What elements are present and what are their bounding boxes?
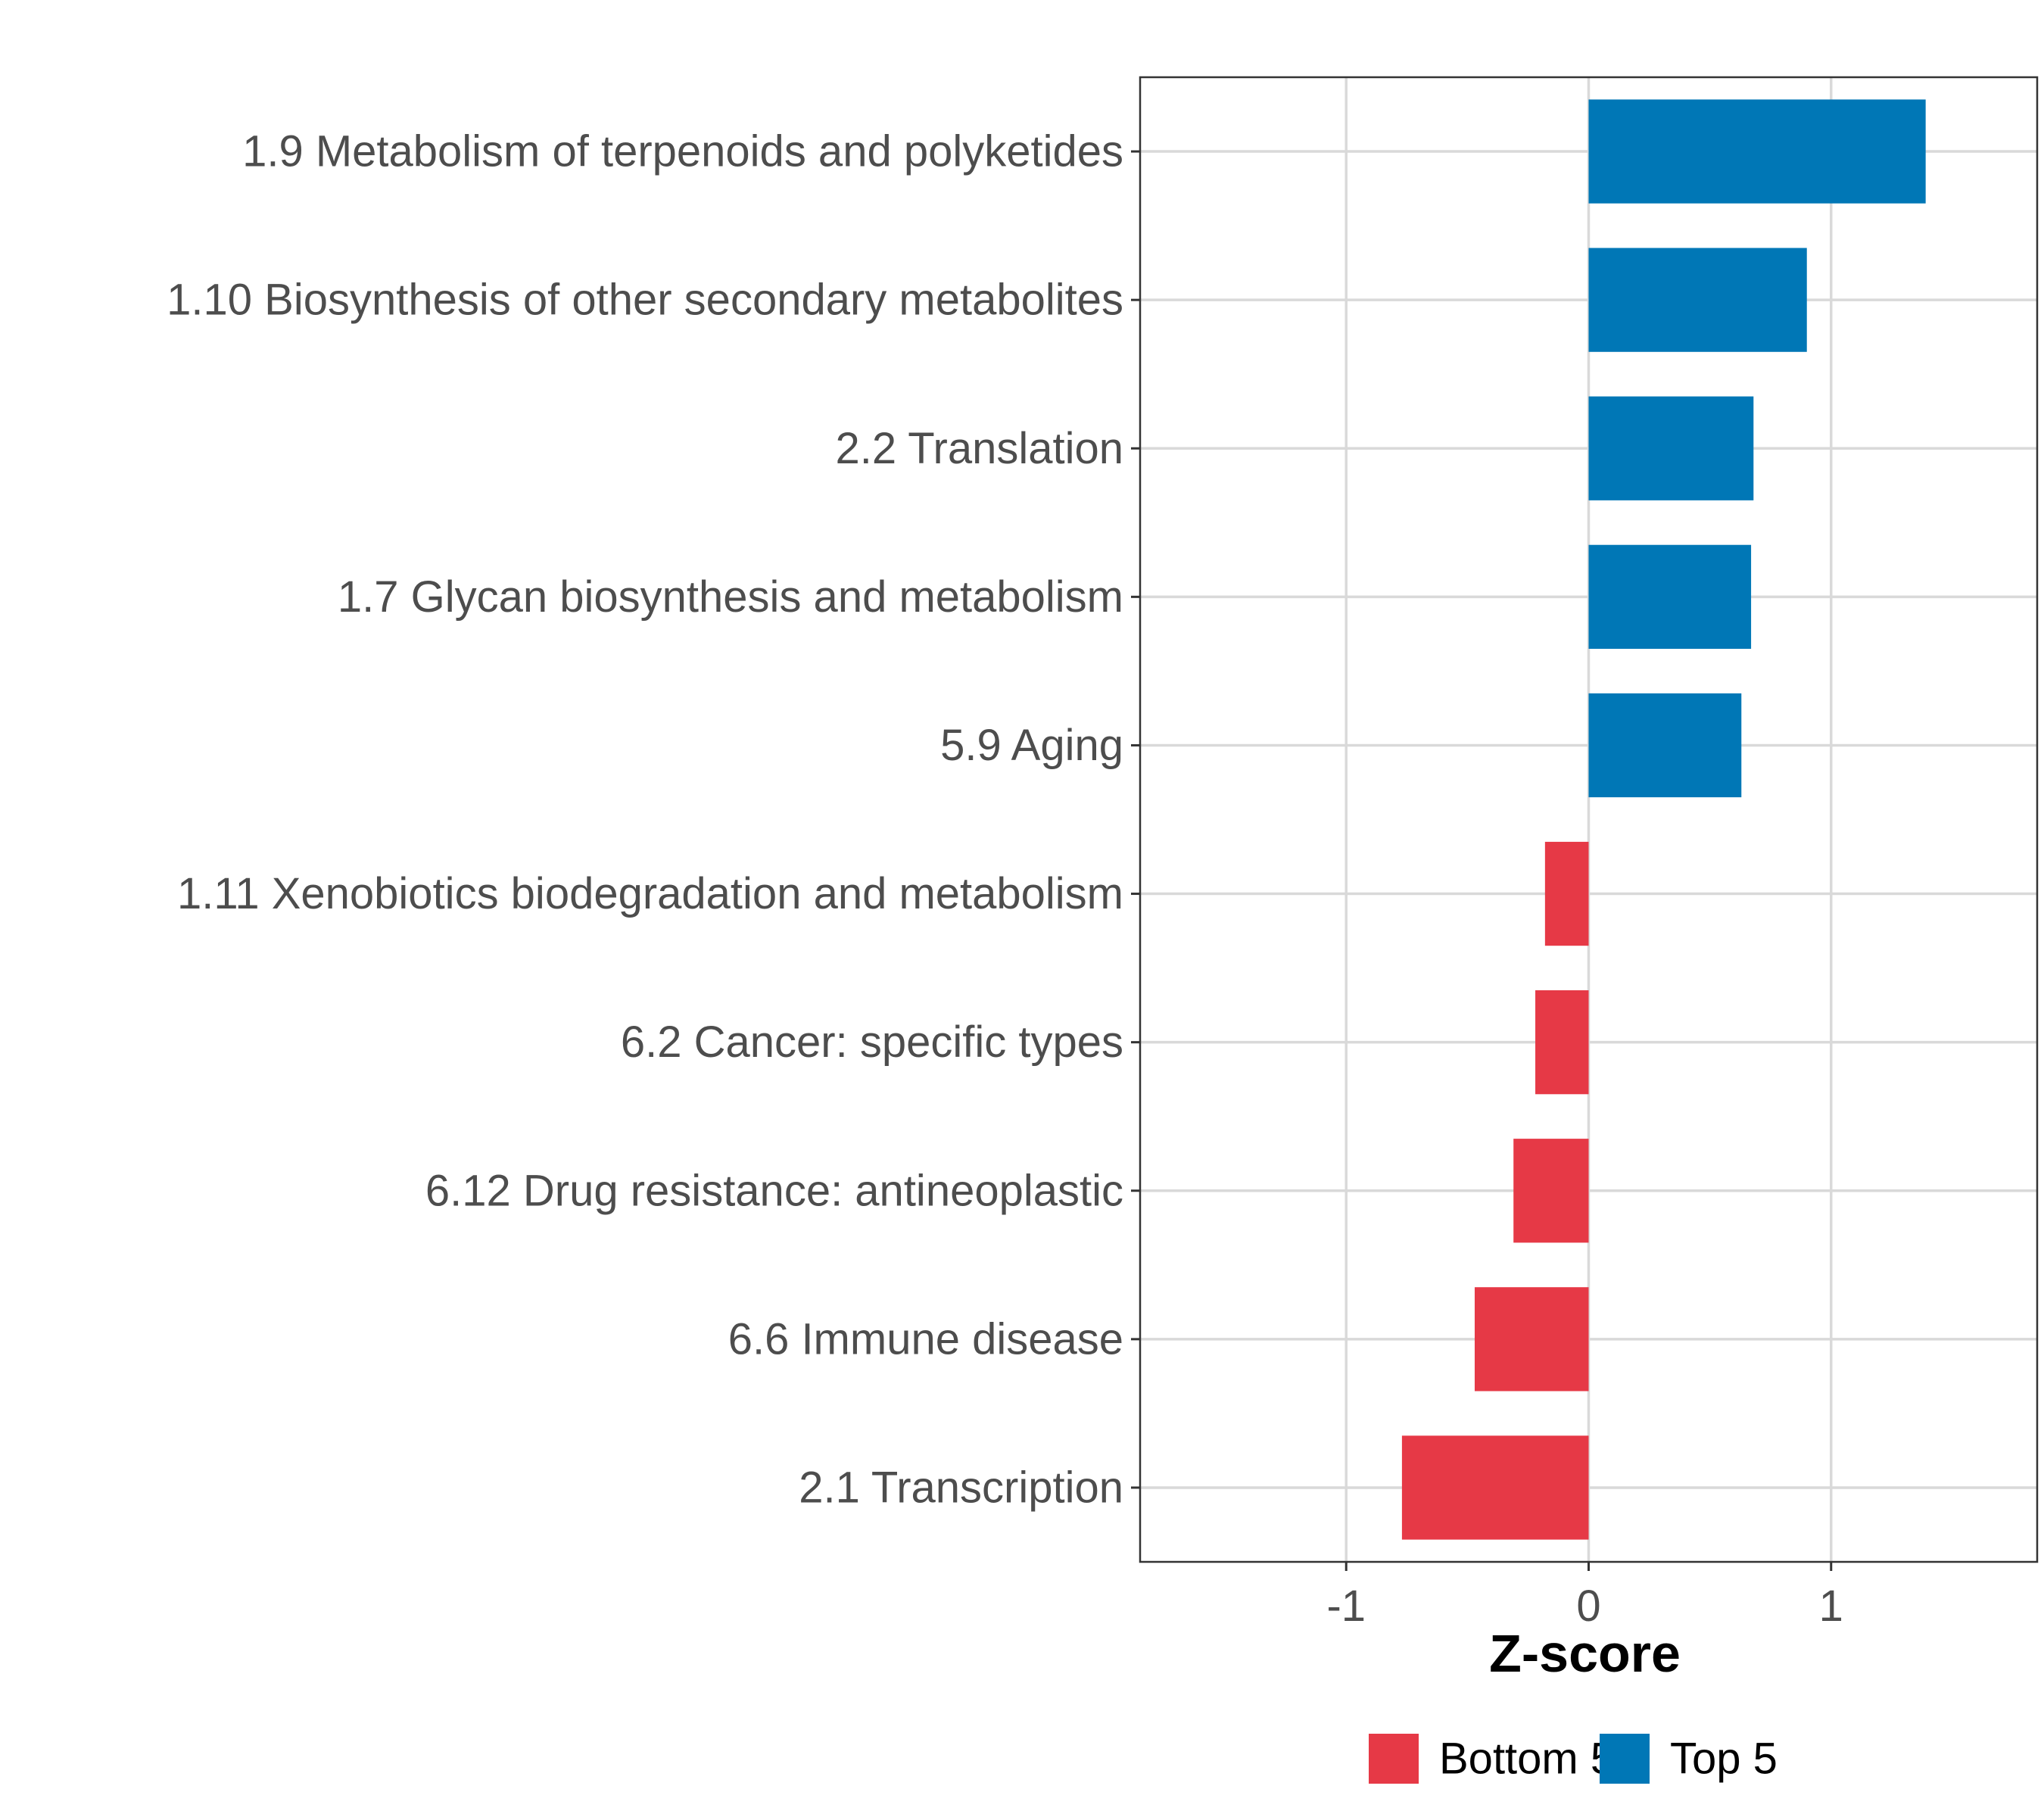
bar [1513,1139,1589,1243]
category-label: 1.10 Biosynthesis of other secondary met… [167,276,1123,325]
bar [1588,248,1807,352]
x-tick-label: 0 [1576,1582,1600,1631]
bar [1588,693,1742,798]
category-label: 2.1 Transcription [799,1463,1123,1512]
bar [1544,841,1589,946]
x-tick-label: -1 [1326,1582,1366,1631]
bars [1401,99,1926,1540]
y-axis-ticks: 1.9 Metabolism of terpenoids and polyket… [167,127,1140,1512]
bar [1588,544,1752,649]
x-axis-title: Z-score [1489,1624,1681,1683]
bar [1401,1435,1589,1540]
category-label: 1.11 Xenobiotics biodegradation and meta… [177,869,1123,918]
legend: Bottom 5 Top 5 [1369,1734,1778,1784]
bar [1588,396,1754,500]
legend-swatch [1369,1734,1419,1784]
bar [1474,1287,1589,1392]
x-axis-ticks: -1 0 1 [1326,1562,1843,1631]
category-label: 1.7 Glycan biosynthesis and metabolism [338,572,1123,622]
category-label: 6.2 Cancer: specific types [621,1018,1123,1067]
category-label: 2.2 Translation [836,424,1123,473]
category-label: 1.9 Metabolism of terpenoids and polyket… [242,127,1123,176]
category-label: 6.12 Drug resistance: antineoplastic [425,1166,1123,1215]
category-label: 6.6 Immune disease [728,1314,1123,1364]
bar [1588,99,1926,204]
x-tick-label: 1 [1819,1582,1843,1631]
category-label: 5.9 Aging [940,721,1123,770]
legend-swatch [1600,1734,1650,1784]
bar [1535,990,1589,1095]
legend-label: Top 5 [1670,1734,1778,1784]
legend-label: Bottom 5 [1439,1734,1615,1784]
